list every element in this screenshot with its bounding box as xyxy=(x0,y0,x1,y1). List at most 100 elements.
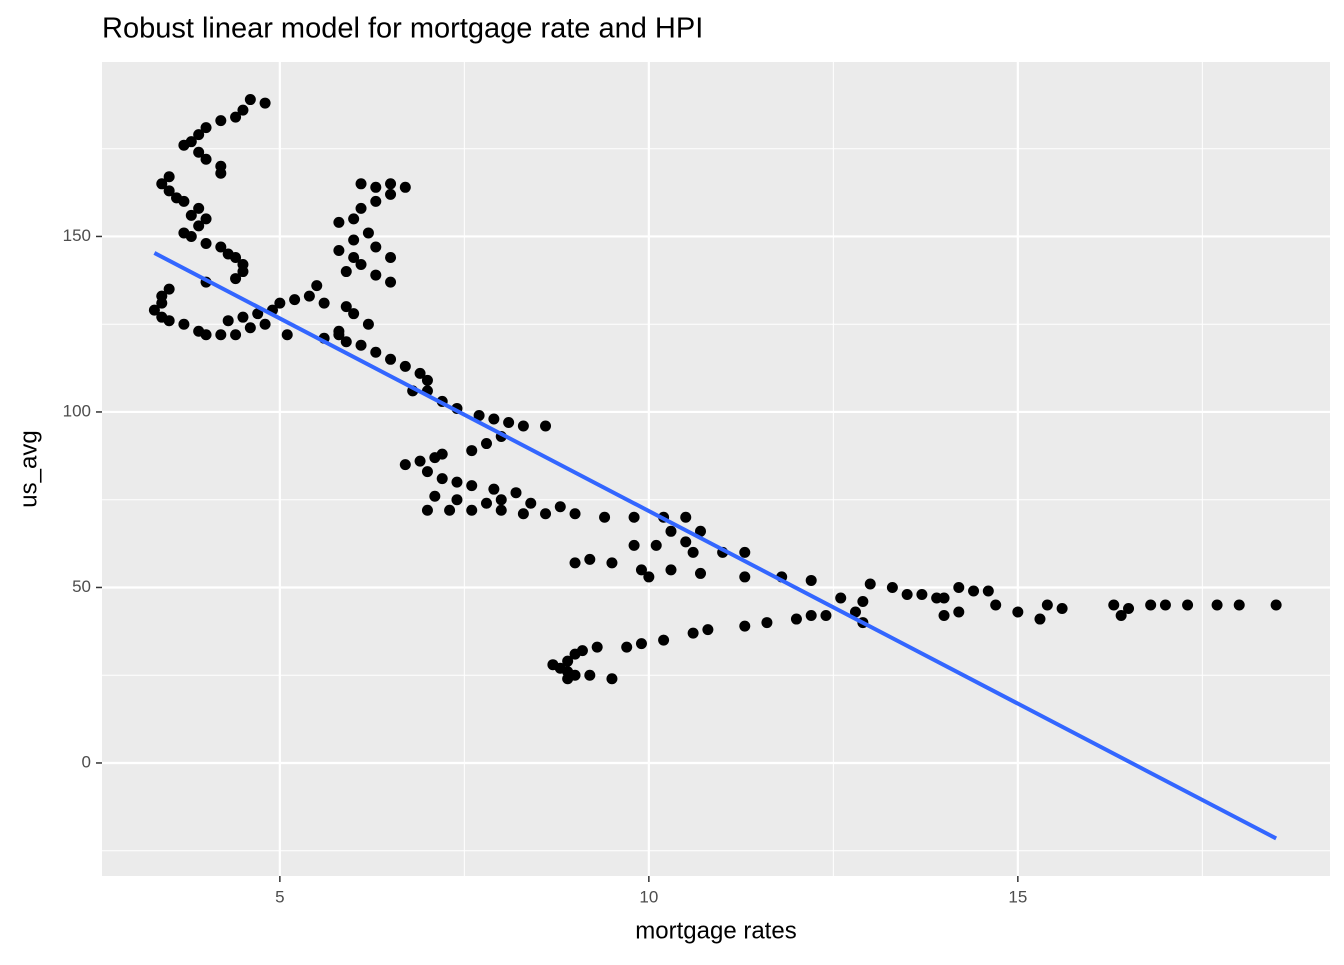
point xyxy=(303,290,315,302)
point xyxy=(1056,603,1068,615)
point xyxy=(650,539,662,551)
point xyxy=(421,374,433,386)
point xyxy=(820,610,832,622)
y-tick-label: 100 xyxy=(63,401,91,420)
point xyxy=(665,564,677,576)
point xyxy=(385,178,397,190)
point xyxy=(163,185,175,197)
point xyxy=(1108,599,1120,611)
point xyxy=(200,153,212,165)
point xyxy=(333,216,345,228)
point xyxy=(953,606,965,618)
point xyxy=(480,497,492,509)
point xyxy=(399,459,411,471)
point xyxy=(576,645,588,657)
point xyxy=(200,213,212,225)
point xyxy=(355,178,367,190)
point xyxy=(178,318,190,330)
point xyxy=(385,188,397,200)
point xyxy=(370,346,382,358)
point xyxy=(193,146,205,158)
point xyxy=(525,497,537,509)
fit-line xyxy=(153,251,1278,841)
point xyxy=(163,315,175,327)
point xyxy=(178,139,190,151)
point xyxy=(385,252,397,264)
point xyxy=(230,252,242,264)
point xyxy=(237,266,249,278)
point xyxy=(348,213,360,225)
point xyxy=(355,259,367,271)
point xyxy=(621,641,633,653)
point xyxy=(1034,613,1046,625)
point xyxy=(340,301,352,313)
point xyxy=(370,195,382,207)
point xyxy=(185,209,197,221)
point xyxy=(370,241,382,253)
y-tick-label: 150 xyxy=(63,226,91,245)
point xyxy=(687,627,699,639)
point xyxy=(1123,603,1135,615)
y-tick-label: 0 xyxy=(82,752,91,771)
point xyxy=(281,329,293,341)
point xyxy=(466,480,478,492)
point xyxy=(510,487,522,499)
point xyxy=(237,104,249,116)
point xyxy=(244,94,256,106)
point xyxy=(1012,606,1024,618)
point xyxy=(421,466,433,478)
point xyxy=(982,585,994,597)
point xyxy=(355,202,367,214)
point xyxy=(1041,599,1053,611)
point xyxy=(635,638,647,650)
point xyxy=(340,336,352,348)
point xyxy=(163,171,175,183)
point xyxy=(488,413,500,425)
point xyxy=(495,504,507,516)
point xyxy=(901,588,913,600)
point xyxy=(805,610,817,622)
x-tick-label: 15 xyxy=(1008,887,1027,906)
point xyxy=(436,448,448,460)
point xyxy=(606,673,618,685)
point xyxy=(451,494,463,506)
point xyxy=(739,620,751,632)
point xyxy=(348,252,360,264)
point xyxy=(318,297,330,309)
point xyxy=(635,564,647,576)
point xyxy=(569,508,581,520)
point xyxy=(370,269,382,281)
point xyxy=(1115,610,1127,622)
point xyxy=(185,230,197,242)
point xyxy=(495,494,507,506)
point xyxy=(193,202,205,214)
point xyxy=(333,244,345,256)
point xyxy=(503,416,515,428)
point xyxy=(466,445,478,457)
point xyxy=(163,283,175,295)
point xyxy=(599,511,611,523)
point xyxy=(193,220,205,232)
point xyxy=(628,511,640,523)
point xyxy=(1159,599,1171,611)
point xyxy=(421,504,433,516)
point xyxy=(370,181,382,193)
point xyxy=(156,178,168,190)
point xyxy=(230,329,242,341)
point xyxy=(702,624,714,636)
point xyxy=(643,571,655,583)
point xyxy=(584,553,596,565)
point xyxy=(200,237,212,249)
x-tick-label: 5 xyxy=(275,887,284,906)
point xyxy=(215,167,227,179)
point xyxy=(739,546,751,558)
point xyxy=(953,581,965,593)
point xyxy=(230,273,242,285)
point xyxy=(931,592,943,604)
point xyxy=(414,367,426,379)
point xyxy=(488,483,500,495)
point xyxy=(1211,599,1223,611)
point xyxy=(355,339,367,351)
point xyxy=(444,504,456,516)
point xyxy=(148,304,160,316)
